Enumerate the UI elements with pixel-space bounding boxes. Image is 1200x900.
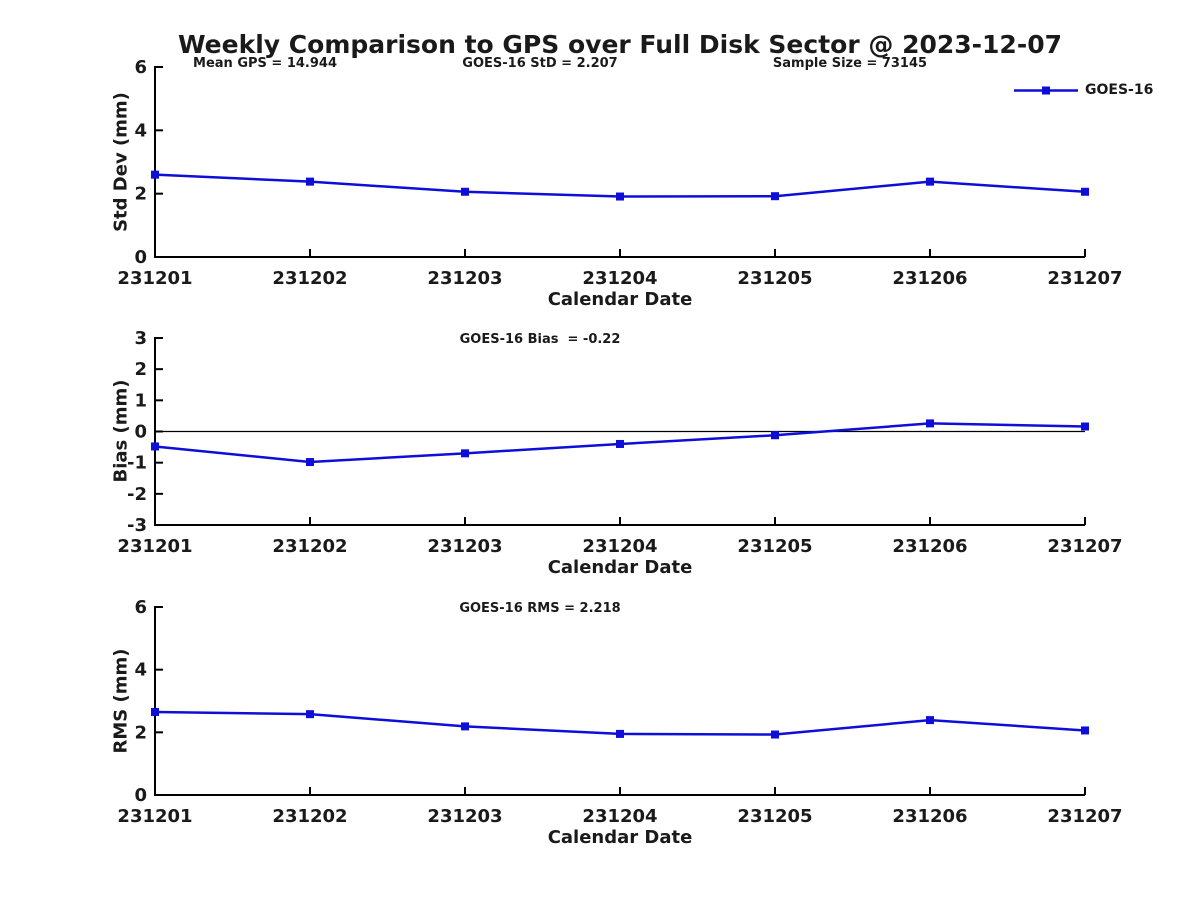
legend: GOES-16 xyxy=(1014,82,1153,98)
y-tick-label: -1 xyxy=(127,453,147,474)
annotation: Sample Size = 73145 xyxy=(772,56,928,71)
data-point-marker xyxy=(926,716,934,725)
y-tick-label: 2 xyxy=(134,184,147,205)
data-point-marker xyxy=(151,442,159,451)
x-tick-label: 231206 xyxy=(892,806,967,827)
x-tick-label: 231206 xyxy=(892,268,967,289)
data-point-marker xyxy=(926,177,934,186)
x-tick-label: 231201 xyxy=(117,268,192,289)
y-tick-label: 4 xyxy=(134,120,147,141)
x-tick-label: 231203 xyxy=(427,536,502,557)
data-point-marker xyxy=(306,177,314,186)
data-point-marker xyxy=(306,710,314,719)
x-tick-label: 231204 xyxy=(582,536,657,557)
x-tick-label: 231202 xyxy=(272,536,347,557)
annotation: Mean GPS = 14.944 xyxy=(193,56,337,71)
x-tick-label: 231202 xyxy=(272,806,347,827)
y-tick-label: 4 xyxy=(134,660,147,681)
x-tick-label: 231203 xyxy=(427,268,502,289)
x-tick-label: 231207 xyxy=(1047,806,1122,827)
data-point-marker xyxy=(771,192,779,201)
data-point-marker xyxy=(616,439,624,448)
x-axis-label-calendar-date-top: Calendar Date xyxy=(547,289,693,310)
data-point-marker xyxy=(461,187,469,196)
y-tick-label: 6 xyxy=(134,57,147,78)
annotation: GOES-16 StD = 2.207 xyxy=(462,56,618,71)
data-point-marker xyxy=(151,170,159,179)
x-tick-label: 231207 xyxy=(1047,268,1122,289)
data-point-marker xyxy=(771,730,779,739)
legend-line-marker-icon xyxy=(1014,86,1078,94)
x-tick-label: 231206 xyxy=(892,536,967,557)
y-tick-label: 1 xyxy=(134,390,147,411)
data-point-marker xyxy=(1081,187,1089,196)
data-point-marker xyxy=(926,419,934,428)
data-point-marker xyxy=(616,192,624,201)
data-point-marker xyxy=(1081,422,1089,431)
x-tick-label: 231201 xyxy=(117,536,192,557)
x-tick-label: 231203 xyxy=(427,806,502,827)
data-point-marker xyxy=(771,431,779,440)
x-tick-label: 231207 xyxy=(1047,536,1122,557)
x-tick-label: 231205 xyxy=(737,268,812,289)
x-axis-label-calendar-date-middle: Calendar Date xyxy=(547,557,693,578)
y-tick-label: 0 xyxy=(134,785,147,806)
x-tick-label: 231202 xyxy=(272,268,347,289)
y-axis-label-rms: RMS (mm) xyxy=(110,648,132,754)
y-axis-label-std-dev: Std Dev (mm) xyxy=(110,92,132,232)
data-point-marker xyxy=(1081,726,1089,735)
data-point-marker xyxy=(461,722,469,731)
x-axis-label-calendar-date-bottom: Calendar Date xyxy=(547,827,693,848)
data-point-marker xyxy=(616,729,624,738)
figure-title: Weekly Comparison to GPS over Full Disk … xyxy=(178,30,1062,59)
legend-label: GOES-16 xyxy=(1085,82,1154,98)
y-tick-label: -2 xyxy=(127,484,147,505)
annotation: GOES-16 Bias = -0.22 xyxy=(459,332,621,347)
y-tick-label: 3 xyxy=(134,328,147,349)
y-tick-label: 6 xyxy=(134,597,147,618)
x-tick-label: 231205 xyxy=(737,536,812,557)
x-tick-label: 231204 xyxy=(582,268,657,289)
annotation: GOES-16 RMS = 2.218 xyxy=(459,601,621,616)
subplot-rms: 0 2 4 6 231201 231202 231203 231204 231205 231206… xyxy=(117,597,1122,827)
x-tick-label: 231205 xyxy=(737,806,812,827)
data-point-marker xyxy=(151,707,159,716)
subplot-std-dev: 0 2 4 6 231201 231202 231203 231204 231205 231206… xyxy=(117,57,1122,289)
y-tick-label: -3 xyxy=(127,515,147,536)
x-tick-label: 231204 xyxy=(582,806,657,827)
subplot-bias: -3 -2 -1 0 1 2 3 231201 231202 231203 231204 231205… xyxy=(117,328,1122,557)
y-axis-label-bias: Bias (mm) xyxy=(110,379,132,483)
x-tick-label: 231201 xyxy=(117,806,192,827)
data-point-marker xyxy=(461,449,469,458)
y-tick-label: 0 xyxy=(134,422,147,443)
data-point-marker xyxy=(306,458,314,467)
y-tick-label: 0 xyxy=(134,247,147,268)
y-tick-label: 2 xyxy=(134,722,147,743)
legend-marker xyxy=(1042,86,1050,94)
y-tick-label: 2 xyxy=(134,359,147,380)
